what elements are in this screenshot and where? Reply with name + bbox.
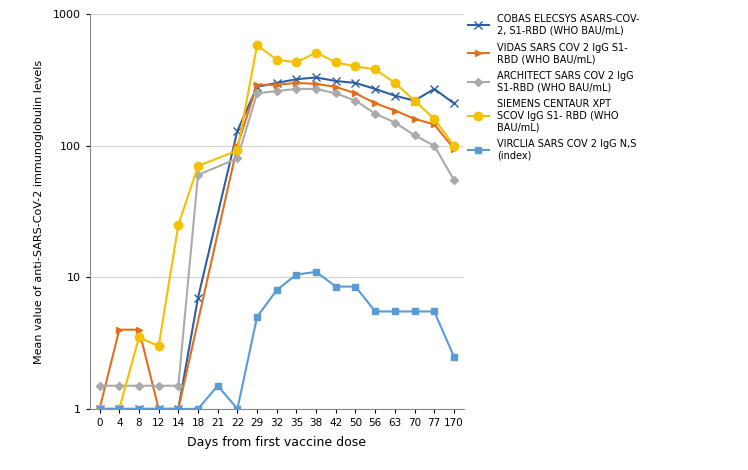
ARCHITECT SARS COV 2 IgG
S1-RBD (WHO BAU/mL)	[371, 111, 380, 117]
ARCHITECT SARS COV 2 IgG
S1-RBD (WHO BAU/mL)	[154, 383, 163, 389]
SIEMENS CENTAUR XPT
SCOV IgG S1- RBD (WHO
BAU/mL)	[253, 42, 262, 48]
ARCHITECT SARS COV 2 IgG
S1-RBD (WHO BAU/mL)	[95, 383, 104, 389]
Line: VIRCLIA SARS COV 2 IgG N,S
(index): VIRCLIA SARS COV 2 IgG N,S (index)	[96, 268, 457, 412]
VIDAS SARS COV 2 IgG S1-
RBD (WHO BAU/mL)	[410, 116, 419, 122]
COBAS ELECSYS ASARS-COV-
2, S1-RBD (WHO BAU/mL)	[194, 295, 203, 300]
SIEMENS CENTAUR XPT
SCOV IgG S1- RBD (WHO
BAU/mL)	[154, 343, 163, 349]
ARCHITECT SARS COV 2 IgG
S1-RBD (WHO BAU/mL)	[351, 98, 360, 103]
VIRCLIA SARS COV 2 IgG N,S
(index)	[253, 314, 262, 320]
VIRCLIA SARS COV 2 IgG N,S
(index)	[114, 406, 123, 412]
VIRCLIA SARS COV 2 IgG N,S
(index)	[154, 406, 163, 412]
SIEMENS CENTAUR XPT
SCOV IgG S1- RBD (WHO
BAU/mL)	[194, 163, 203, 169]
ARCHITECT SARS COV 2 IgG
S1-RBD (WHO BAU/mL)	[114, 383, 123, 389]
ARCHITECT SARS COV 2 IgG
S1-RBD (WHO BAU/mL)	[312, 86, 321, 92]
VIDAS SARS COV 2 IgG S1-
RBD (WHO BAU/mL)	[272, 82, 281, 88]
VIRCLIA SARS COV 2 IgG N,S
(index)	[292, 272, 301, 277]
Line: ARCHITECT SARS COV 2 IgG
S1-RBD (WHO BAU/mL): ARCHITECT SARS COV 2 IgG S1-RBD (WHO BAU…	[96, 86, 457, 389]
COBAS ELECSYS ASARS-COV-
2, S1-RBD (WHO BAU/mL)	[410, 98, 419, 103]
VIRCLIA SARS COV 2 IgG N,S
(index)	[331, 284, 340, 290]
ARCHITECT SARS COV 2 IgG
S1-RBD (WHO BAU/mL)	[253, 91, 262, 96]
SIEMENS CENTAUR XPT
SCOV IgG S1- RBD (WHO
BAU/mL)	[331, 60, 340, 65]
VIDAS SARS COV 2 IgG S1-
RBD (WHO BAU/mL)	[312, 81, 321, 86]
SIEMENS CENTAUR XPT
SCOV IgG S1- RBD (WHO
BAU/mL)	[371, 67, 380, 72]
VIRCLIA SARS COV 2 IgG N,S
(index)	[174, 406, 183, 412]
COBAS ELECSYS ASARS-COV-
2, S1-RBD (WHO BAU/mL)	[351, 80, 360, 86]
VIDAS SARS COV 2 IgG S1-
RBD (WHO BAU/mL)	[95, 406, 104, 412]
COBAS ELECSYS ASARS-COV-
2, S1-RBD (WHO BAU/mL)	[312, 75, 321, 80]
VIDAS SARS COV 2 IgG S1-
RBD (WHO BAU/mL)	[233, 143, 242, 149]
Line: COBAS ELECSYS ASARS-COV-
2, S1-RBD (WHO BAU/mL): COBAS ELECSYS ASARS-COV- 2, S1-RBD (WHO …	[96, 73, 458, 413]
ARCHITECT SARS COV 2 IgG
S1-RBD (WHO BAU/mL)	[194, 172, 203, 178]
SIEMENS CENTAUR XPT
SCOV IgG S1- RBD (WHO
BAU/mL)	[351, 63, 360, 69]
VIDAS SARS COV 2 IgG S1-
RBD (WHO BAU/mL)	[253, 82, 262, 88]
ARCHITECT SARS COV 2 IgG
S1-RBD (WHO BAU/mL)	[233, 156, 242, 161]
COBAS ELECSYS ASARS-COV-
2, S1-RBD (WHO BAU/mL)	[390, 93, 399, 99]
SIEMENS CENTAUR XPT
SCOV IgG S1- RBD (WHO
BAU/mL)	[430, 116, 439, 122]
VIRCLIA SARS COV 2 IgG N,S
(index)	[450, 354, 459, 360]
SIEMENS CENTAUR XPT
SCOV IgG S1- RBD (WHO
BAU/mL)	[450, 143, 459, 149]
ARCHITECT SARS COV 2 IgG
S1-RBD (WHO BAU/mL)	[331, 91, 340, 96]
COBAS ELECSYS ASARS-COV-
2, S1-RBD (WHO BAU/mL)	[174, 406, 183, 412]
Line: VIDAS SARS COV 2 IgG S1-
RBD (WHO BAU/mL): VIDAS SARS COV 2 IgG S1- RBD (WHO BAU/mL…	[96, 79, 457, 412]
VIRCLIA SARS COV 2 IgG N,S
(index)	[135, 406, 144, 412]
VIDAS SARS COV 2 IgG S1-
RBD (WHO BAU/mL)	[174, 406, 183, 412]
COBAS ELECSYS ASARS-COV-
2, S1-RBD (WHO BAU/mL)	[95, 406, 104, 412]
X-axis label: Days from first vaccine dose: Days from first vaccine dose	[187, 436, 367, 449]
ARCHITECT SARS COV 2 IgG
S1-RBD (WHO BAU/mL)	[174, 383, 183, 389]
ARCHITECT SARS COV 2 IgG
S1-RBD (WHO BAU/mL)	[410, 133, 419, 138]
VIDAS SARS COV 2 IgG S1-
RBD (WHO BAU/mL)	[390, 108, 399, 113]
COBAS ELECSYS ASARS-COV-
2, S1-RBD (WHO BAU/mL)	[430, 86, 439, 92]
VIRCLIA SARS COV 2 IgG N,S
(index)	[194, 406, 203, 412]
VIRCLIA SARS COV 2 IgG N,S
(index)	[213, 383, 222, 389]
SIEMENS CENTAUR XPT
SCOV IgG S1- RBD (WHO
BAU/mL)	[292, 60, 301, 65]
VIRCLIA SARS COV 2 IgG N,S
(index)	[272, 287, 281, 293]
VIDAS SARS COV 2 IgG S1-
RBD (WHO BAU/mL)	[114, 327, 123, 332]
ARCHITECT SARS COV 2 IgG
S1-RBD (WHO BAU/mL)	[272, 88, 281, 94]
VIDAS SARS COV 2 IgG S1-
RBD (WHO BAU/mL)	[331, 84, 340, 90]
Y-axis label: Mean value of anti-SARS-CoV-2 immunoglobulin levels: Mean value of anti-SARS-CoV-2 immunoglob…	[34, 59, 44, 364]
Line: SIEMENS CENTAUR XPT
SCOV IgG S1- RBD (WHO
BAU/mL): SIEMENS CENTAUR XPT SCOV IgG S1- RBD (WH…	[96, 41, 458, 413]
SIEMENS CENTAUR XPT
SCOV IgG S1- RBD (WHO
BAU/mL)	[135, 335, 144, 340]
SIEMENS CENTAUR XPT
SCOV IgG S1- RBD (WHO
BAU/mL)	[95, 406, 104, 412]
COBAS ELECSYS ASARS-COV-
2, S1-RBD (WHO BAU/mL)	[371, 86, 380, 92]
VIDAS SARS COV 2 IgG S1-
RBD (WHO BAU/mL)	[351, 91, 360, 96]
VIRCLIA SARS COV 2 IgG N,S
(index)	[410, 309, 419, 314]
VIRCLIA SARS COV 2 IgG N,S
(index)	[351, 284, 360, 290]
COBAS ELECSYS ASARS-COV-
2, S1-RBD (WHO BAU/mL)	[450, 101, 459, 106]
ARCHITECT SARS COV 2 IgG
S1-RBD (WHO BAU/mL)	[450, 177, 459, 183]
COBAS ELECSYS ASARS-COV-
2, S1-RBD (WHO BAU/mL)	[292, 77, 301, 82]
SIEMENS CENTAUR XPT
SCOV IgG S1- RBD (WHO
BAU/mL)	[114, 406, 123, 412]
VIDAS SARS COV 2 IgG S1-
RBD (WHO BAU/mL)	[371, 101, 380, 106]
SIEMENS CENTAUR XPT
SCOV IgG S1- RBD (WHO
BAU/mL)	[312, 50, 321, 55]
VIDAS SARS COV 2 IgG S1-
RBD (WHO BAU/mL)	[430, 122, 439, 127]
VIRCLIA SARS COV 2 IgG N,S
(index)	[312, 269, 321, 274]
ARCHITECT SARS COV 2 IgG
S1-RBD (WHO BAU/mL)	[292, 86, 301, 92]
COBAS ELECSYS ASARS-COV-
2, S1-RBD (WHO BAU/mL)	[114, 406, 123, 412]
VIDAS SARS COV 2 IgG S1-
RBD (WHO BAU/mL)	[450, 146, 459, 151]
SIEMENS CENTAUR XPT
SCOV IgG S1- RBD (WHO
BAU/mL)	[233, 148, 242, 153]
Legend: COBAS ELECSYS ASARS-COV-
2, S1-RBD (WHO BAU/mL), VIDAS SARS COV 2 IgG S1-
RBD (W: COBAS ELECSYS ASARS-COV- 2, S1-RBD (WHO …	[468, 14, 640, 161]
ARCHITECT SARS COV 2 IgG
S1-RBD (WHO BAU/mL)	[390, 120, 399, 125]
VIRCLIA SARS COV 2 IgG N,S
(index)	[390, 309, 399, 314]
VIDAS SARS COV 2 IgG S1-
RBD (WHO BAU/mL)	[135, 327, 144, 332]
ARCHITECT SARS COV 2 IgG
S1-RBD (WHO BAU/mL)	[430, 143, 439, 149]
VIDAS SARS COV 2 IgG S1-
RBD (WHO BAU/mL)	[154, 406, 163, 412]
ARCHITECT SARS COV 2 IgG
S1-RBD (WHO BAU/mL)	[135, 383, 144, 389]
SIEMENS CENTAUR XPT
SCOV IgG S1- RBD (WHO
BAU/mL)	[174, 222, 183, 228]
VIRCLIA SARS COV 2 IgG N,S
(index)	[371, 309, 380, 314]
VIRCLIA SARS COV 2 IgG N,S
(index)	[430, 309, 439, 314]
SIEMENS CENTAUR XPT
SCOV IgG S1- RBD (WHO
BAU/mL)	[272, 57, 281, 63]
VIRCLIA SARS COV 2 IgG N,S
(index)	[233, 406, 242, 412]
COBAS ELECSYS ASARS-COV-
2, S1-RBD (WHO BAU/mL)	[233, 128, 242, 133]
VIRCLIA SARS COV 2 IgG N,S
(index)	[95, 406, 104, 412]
VIDAS SARS COV 2 IgG S1-
RBD (WHO BAU/mL)	[292, 80, 301, 86]
COBAS ELECSYS ASARS-COV-
2, S1-RBD (WHO BAU/mL)	[253, 84, 262, 90]
COBAS ELECSYS ASARS-COV-
2, S1-RBD (WHO BAU/mL)	[135, 406, 144, 412]
SIEMENS CENTAUR XPT
SCOV IgG S1- RBD (WHO
BAU/mL)	[410, 98, 419, 103]
COBAS ELECSYS ASARS-COV-
2, S1-RBD (WHO BAU/mL)	[331, 78, 340, 84]
COBAS ELECSYS ASARS-COV-
2, S1-RBD (WHO BAU/mL)	[154, 406, 163, 412]
SIEMENS CENTAUR XPT
SCOV IgG S1- RBD (WHO
BAU/mL)	[390, 80, 399, 86]
COBAS ELECSYS ASARS-COV-
2, S1-RBD (WHO BAU/mL)	[272, 80, 281, 86]
